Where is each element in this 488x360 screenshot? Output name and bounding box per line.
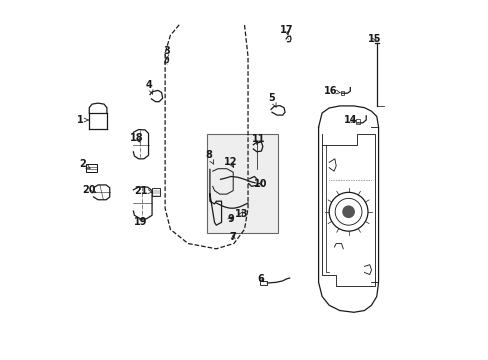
Text: 15: 15 <box>367 34 381 44</box>
Text: 14: 14 <box>343 115 356 125</box>
Text: 8: 8 <box>205 150 213 165</box>
Bar <box>260 281 267 285</box>
Text: 21: 21 <box>135 186 152 195</box>
Text: 9: 9 <box>226 214 233 224</box>
Text: 3: 3 <box>163 46 170 59</box>
Bar <box>86 164 97 172</box>
Bar <box>152 189 160 196</box>
Text: 13: 13 <box>234 208 248 219</box>
Text: 4: 4 <box>145 80 153 94</box>
Text: 20: 20 <box>82 185 96 195</box>
Bar <box>356 119 359 124</box>
Text: 6: 6 <box>257 274 263 284</box>
Text: 5: 5 <box>268 93 276 107</box>
FancyBboxPatch shape <box>207 134 278 233</box>
Text: 7: 7 <box>229 232 236 242</box>
Text: 11: 11 <box>251 134 265 144</box>
Text: 18: 18 <box>130 133 143 143</box>
Circle shape <box>342 206 354 218</box>
Text: 10: 10 <box>253 179 266 189</box>
Text: 16: 16 <box>324 86 340 96</box>
Text: 2: 2 <box>79 159 90 169</box>
Text: 19: 19 <box>133 217 147 227</box>
Bar <box>340 91 344 95</box>
Text: 1: 1 <box>77 115 88 125</box>
Text: 17: 17 <box>280 25 293 35</box>
Text: 12: 12 <box>224 157 237 167</box>
